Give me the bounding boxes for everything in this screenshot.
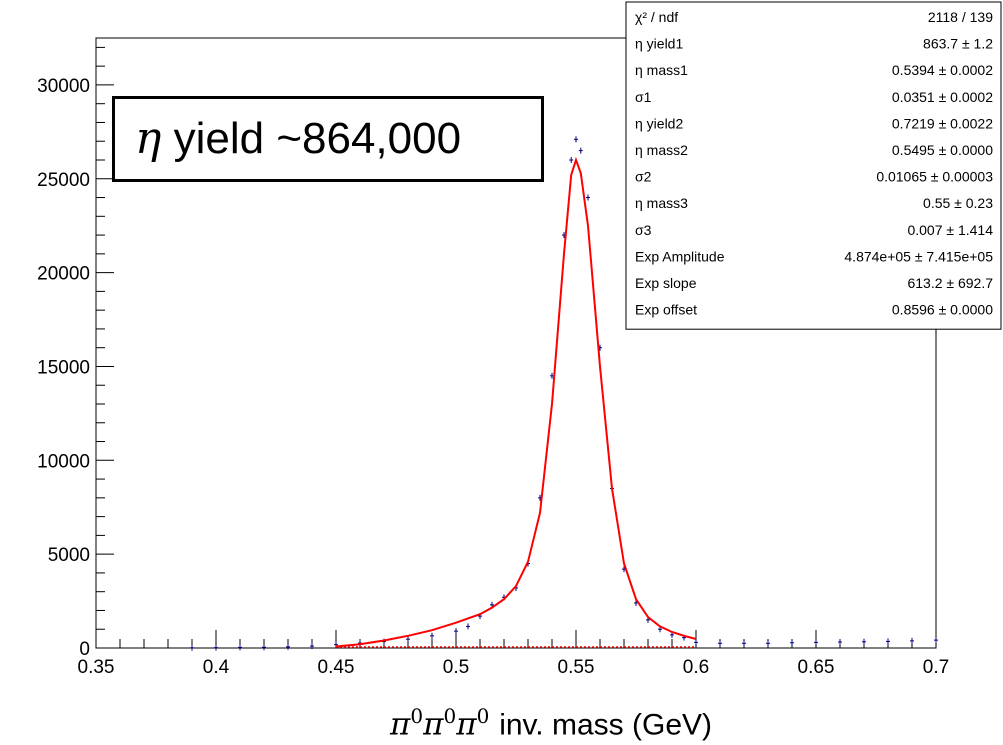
- x-tick-label: 0.4: [203, 657, 230, 678]
- fit-stats-value: 0.5394 ± 0.0002: [892, 62, 993, 78]
- histogram-point: [694, 639, 698, 646]
- yield-annotation-box: η yield ~864,000: [112, 96, 544, 182]
- histogram-point: [790, 639, 794, 646]
- histogram-point: [454, 628, 458, 635]
- x-tick-label: 0.7: [923, 657, 949, 678]
- x-tick-label: 0.55: [558, 657, 595, 678]
- x-tick-label: 0.6: [683, 657, 709, 678]
- y-axis: 0 5000 10000 15000 20000 25000 30000: [37, 46, 114, 660]
- x-tick-label: 0.65: [798, 657, 835, 678]
- fit-stats-value: 0.7219 ± 0.0022: [892, 115, 993, 131]
- fit-stats-label: Exp offset: [635, 302, 697, 318]
- x-axis-title-sup-2: 0: [443, 704, 457, 728]
- histogram-point: [310, 643, 314, 650]
- histogram-point: [586, 194, 590, 201]
- fit-stats-value: 2118 / 139: [928, 9, 993, 25]
- x-axis-title: π0π0π0 inv. mass (GeV): [390, 696, 830, 743]
- y-tick-label: 20000: [37, 264, 90, 285]
- x-axis-title-sup-1: 0: [410, 704, 424, 728]
- fit-curve-line: [335, 156, 697, 648]
- histogram-point: [742, 640, 746, 647]
- fit-stats-value: 613.2 ± 692.7: [907, 275, 993, 291]
- fit-stats-label: η yield1: [635, 36, 683, 52]
- y-tick-label: 25000: [37, 170, 90, 191]
- x-axis: 0.35 0.4 0.45 0.5 0.55 0.6 0.65 0.7: [78, 630, 949, 678]
- histogram-point: [569, 157, 574, 163]
- fit-stats-label: Exp slope: [635, 275, 697, 291]
- histogram-point: [934, 637, 938, 644]
- x-axis-title-sup-3: 0: [476, 704, 490, 728]
- histogram-point: [814, 639, 818, 646]
- plot-frame: [95, 37, 937, 649]
- fit-stats-label: σ2: [635, 169, 652, 185]
- histogram-point: [406, 636, 410, 643]
- histogram-point: [238, 644, 242, 651]
- x-axis-title-symbol-2: π: [423, 706, 444, 743]
- histogram-point: [910, 637, 914, 644]
- fit-stats-value: 0.8596 ± 0.0000: [892, 302, 993, 318]
- x-axis-title-symbol-3: π: [456, 706, 477, 743]
- histogram-point: [862, 638, 866, 645]
- fit-stats-label: η mass2: [635, 142, 688, 158]
- histogram-point: [190, 644, 194, 651]
- y-tick-label: 30000: [37, 76, 90, 97]
- x-axis-title-text: inv. mass (GeV): [499, 708, 712, 742]
- fit-stats-label: σ3: [635, 222, 652, 238]
- fit-stats-label: η mass1: [635, 62, 688, 78]
- fit-stats-value: 0.5495 ± 0.0000: [892, 142, 993, 158]
- fit-stats-value: 0.55 ± 0.23: [923, 195, 993, 211]
- y-tick-label: 0: [79, 639, 90, 660]
- x-tick-label: 0.45: [318, 657, 355, 678]
- histogram-point: [574, 136, 578, 143]
- fit-stats-label: η mass3: [635, 195, 688, 211]
- annotation-eta-symbol: η: [135, 113, 162, 164]
- fit-stats-value: 4.874e+05 ± 7.415e+05: [844, 248, 993, 264]
- histogram-point: [766, 640, 770, 647]
- histogram-point: [466, 623, 470, 630]
- fit-stats-value: 0.007 ± 1.414: [907, 222, 993, 238]
- fit-stats-value: 0.0351 ± 0.0002: [892, 89, 993, 105]
- y-tick-label: 5000: [48, 545, 90, 566]
- histogram-point: [578, 147, 583, 154]
- histogram-point: [838, 638, 842, 645]
- x-axis-title-symbol-1: π: [390, 706, 411, 743]
- histogram-point: [286, 643, 290, 650]
- fit-stats-label: η yield2: [635, 115, 683, 131]
- fit-stats-label: χ² / ndf: [635, 9, 678, 25]
- fit-stats-box: χ² / ndf 2118 / 139 η yield1 863.7 ± 1.2 η m…: [625, 1, 1002, 330]
- y-tick-label: 15000: [37, 357, 90, 378]
- histogram-series: [190, 136, 938, 651]
- fit-curve-series: [335, 156, 697, 648]
- histogram-point: [718, 640, 722, 647]
- plot-frame-rect: [95, 37, 937, 649]
- fit-stats-label: Exp Amplitude: [635, 248, 725, 264]
- fit-stats-value: 0.01065 ± 0.00003: [876, 169, 993, 185]
- histogram-point: [262, 644, 266, 651]
- histogram-point: [214, 644, 218, 651]
- histogram-point: [430, 632, 434, 639]
- fit-stats-label: σ1: [635, 89, 652, 105]
- histogram-point: [886, 638, 890, 645]
- y-tick-label: 10000: [37, 451, 90, 472]
- x-tick-label: 0.35: [78, 657, 115, 678]
- annotation-text: yield ~864,000: [173, 114, 462, 163]
- x-tick-label: 0.5: [443, 657, 469, 678]
- fit-stats-box-frame: [625, 1, 1002, 330]
- fit-stats-value: 863.7 ± 1.2: [923, 36, 993, 52]
